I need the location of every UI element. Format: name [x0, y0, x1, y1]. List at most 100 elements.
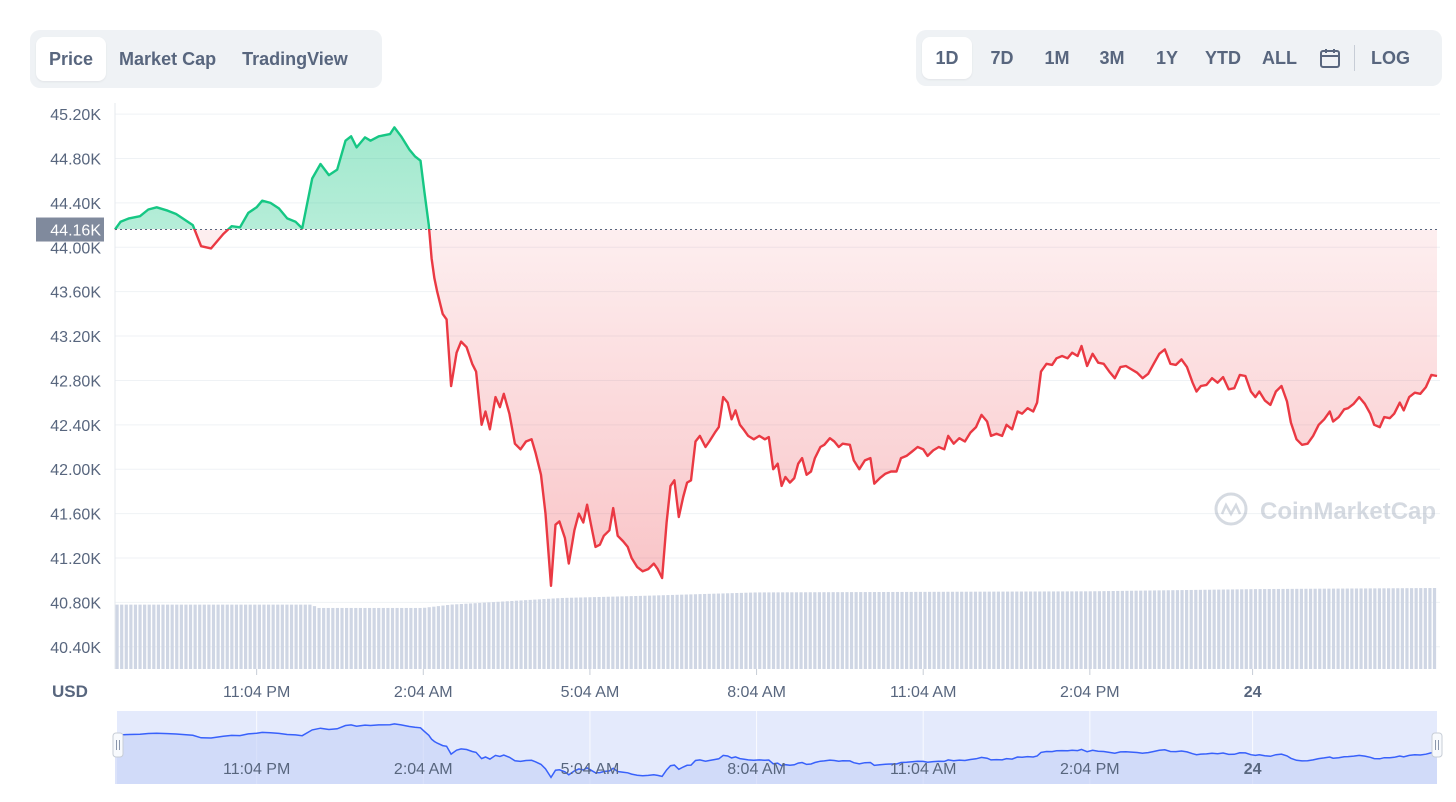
volume-bar [1409, 588, 1414, 669]
volume-bar [611, 596, 615, 669]
volume-bar [579, 597, 583, 669]
volume-bar [1061, 591, 1065, 669]
volume-bar [129, 604, 133, 669]
volume-bar [1359, 588, 1363, 669]
volume-bar [776, 592, 780, 669]
volume-bar [386, 607, 390, 669]
volume-bar [748, 592, 753, 669]
volume-bar [716, 593, 721, 669]
coinmarketcap-logo: CoinMarketCap [1214, 492, 1436, 526]
calendar-icon[interactable] [1310, 37, 1350, 79]
volume-bar [638, 595, 642, 669]
volume-bar [147, 604, 151, 669]
volume-bar [138, 604, 142, 669]
volume-bar [1217, 589, 1221, 669]
volume-bar [120, 604, 124, 669]
volume-bar [983, 591, 987, 669]
range-7d[interactable]: 7D [990, 47, 1014, 68]
volume-bar [390, 607, 395, 669]
x-tick-label: 2:04 PM [1060, 684, 1120, 701]
volume-bar [1432, 587, 1437, 669]
volume-bar [184, 604, 188, 669]
volume-bar [1097, 591, 1102, 669]
volume-bar [1249, 589, 1253, 669]
volume-bar [620, 596, 624, 669]
volume-bar [1400, 588, 1404, 669]
volume-bar [1276, 588, 1281, 669]
y-tick-label: 44.40K [50, 196, 101, 213]
volume-bar [262, 604, 266, 669]
navigator-tick-label: 5:04 AM [561, 761, 620, 778]
volume-bar [950, 591, 955, 669]
volume-bar [294, 604, 298, 669]
volume-bar [927, 591, 932, 669]
volume-bar [758, 592, 762, 669]
volume-bar [822, 592, 826, 669]
volume-bar [698, 594, 702, 669]
navigator-handle-left[interactable] [112, 732, 124, 758]
volume-bar [569, 597, 574, 669]
grid-lines [114, 103, 1440, 669]
price-area-down [115, 229, 1437, 586]
volume-bar [680, 594, 684, 669]
volume-bar [707, 593, 711, 669]
volume-bar [1428, 588, 1432, 669]
navigator-handle-right[interactable] [1431, 732, 1443, 758]
range-1d[interactable]: 1D [922, 37, 972, 79]
tab-price[interactable]: Price [36, 37, 107, 81]
x-tick-label: 5:04 AM [561, 684, 620, 701]
volume-bar [895, 591, 900, 669]
volume-bar [1079, 591, 1083, 669]
volume-bar [317, 607, 321, 669]
range-3m[interactable]: 3M [1099, 47, 1125, 68]
volume-bar [124, 604, 128, 669]
volume-bar [266, 604, 271, 669]
divider [1354, 45, 1355, 71]
y-tick-label: 43.20K [50, 329, 101, 346]
volume-bar [767, 592, 771, 669]
volume-bar [1139, 590, 1143, 669]
x-axis: 11:04 PM 2:04 AM 5:04 AM 8:04 AM 11:04 AM 2:0… [223, 669, 1262, 701]
volume-bar [946, 591, 950, 669]
tab-tradingview[interactable]: TradingView [242, 48, 348, 69]
y-tick-label: 43.60K [50, 285, 101, 302]
volume-bar [859, 592, 863, 669]
volume-bar [785, 592, 789, 669]
volume-bar [1116, 590, 1120, 669]
x-tick-label: 11:04 AM [890, 684, 956, 701]
navigator-tick-label: 24 [1244, 761, 1262, 778]
volume-bar [445, 605, 450, 669]
volume-bar [964, 591, 968, 669]
volume-bar [372, 607, 376, 669]
volume-bar [409, 607, 413, 669]
volume-bar [1336, 588, 1340, 669]
volume-bar [1373, 588, 1377, 669]
tab-market-cap[interactable]: Market Cap [119, 48, 217, 69]
reference-line: 44.16K [36, 217, 1440, 242]
volume-bar [1198, 589, 1203, 669]
range-ytd[interactable]: YTD [1205, 47, 1241, 68]
volume-bar [1364, 588, 1368, 669]
volume-bar [1318, 588, 1322, 669]
volume-bar [381, 607, 385, 669]
volume-bar [1143, 590, 1147, 669]
range-all[interactable]: ALL [1262, 47, 1297, 68]
volume-bar [491, 602, 496, 669]
volume-bar [891, 591, 895, 669]
volume-bar [505, 601, 509, 669]
range-1y[interactable]: 1Y [1155, 47, 1179, 68]
range-1m[interactable]: 1M [1044, 47, 1070, 68]
volume-bar [363, 607, 367, 669]
volume-bar [1414, 588, 1418, 669]
navigator-tick-label: 11:04 PM [223, 761, 290, 778]
volume-bar [804, 592, 808, 669]
price-line-down [114, 229, 1438, 587]
volume-bar [170, 604, 174, 669]
volume-bar [813, 592, 817, 669]
volume-bar [1272, 588, 1276, 669]
volume-bar [322, 607, 326, 669]
volume-bar [221, 604, 225, 669]
volume-bar [198, 604, 202, 669]
log-scale-toggle[interactable]: LOG [1371, 47, 1410, 68]
